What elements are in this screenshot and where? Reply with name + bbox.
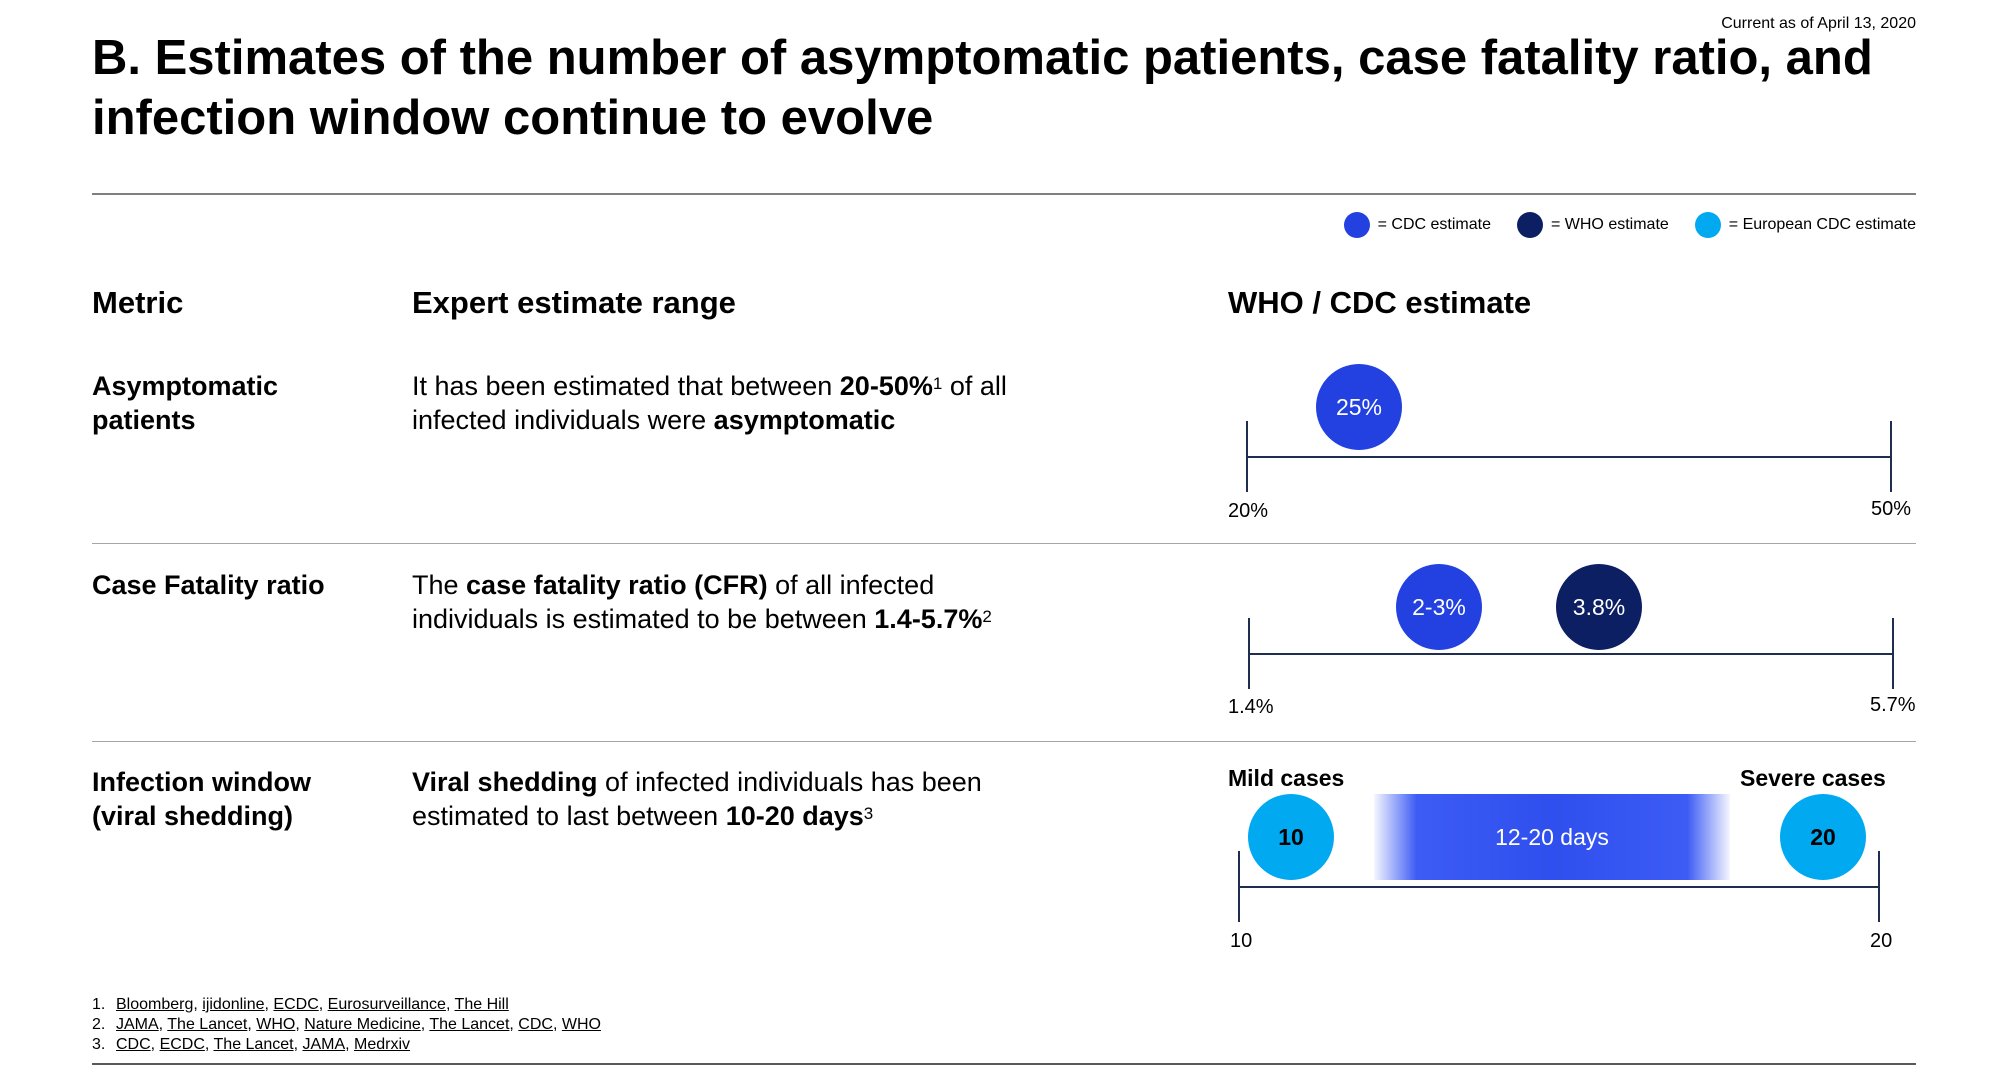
source-link[interactable]: Eurosurveillance [327, 996, 446, 1013]
axis-tick-left [1248, 618, 1250, 689]
cdc-estimate-bubble: 25% [1316, 364, 1402, 450]
range-label: 12-20 days [1495, 823, 1609, 850]
ecdc-dot-icon [1694, 212, 1721, 238]
source-link[interactable]: ECDC [273, 996, 319, 1013]
mild-cases-label: Mild cases [1228, 765, 1345, 791]
desc-bold: 10-20 days [725, 801, 864, 831]
axis-min-label: 20% [1228, 500, 1269, 522]
desc-infection-window: Viral shedding of infected individuals h… [412, 765, 1052, 833]
row-divider [92, 543, 1916, 544]
source-link[interactable]: The Lancet [213, 1036, 294, 1053]
page-title: B. Estimates of the number of asymptomat… [92, 31, 1873, 145]
legend-label-cdc: = CDC estimate [1377, 216, 1491, 233]
footnote-number: 2. [92, 1016, 106, 1033]
footnote-1: 1. Bloomberg, ijidonline, ECDC, Eurosurv… [92, 996, 509, 1013]
legend-item-ecdc: = European CDC estimate [1694, 212, 1916, 238]
column-header-estimate: WHO / CDC estimate [1228, 285, 1532, 320]
footnotes: 1. Bloomberg, ijidonline, ECDC, Eurosurv… [92, 995, 601, 1055]
source-link[interactable]: Medrxiv [354, 1036, 411, 1053]
who-dot-icon [1516, 212, 1543, 238]
footnote-number: 3. [92, 1036, 106, 1053]
metric-infection-window: Infection window (viral shedding) [92, 767, 311, 831]
desc-bold: Viral shedding [412, 767, 598, 797]
source-link[interactable]: The Hill [454, 996, 509, 1013]
bubble-label: 3.8% [1572, 593, 1626, 620]
source-link[interactable]: Nature Medicine [304, 1016, 421, 1033]
footer-divider [92, 1063, 1916, 1065]
axis-line-asymptomatic [1248, 456, 1890, 458]
axis-tick-right [1878, 851, 1880, 922]
bubble-label: 20 [1810, 823, 1836, 850]
source-link[interactable]: ijidonline [202, 996, 265, 1013]
footnote-number: 1. [92, 996, 106, 1013]
axis-line-infection-window [1240, 886, 1880, 888]
cdc-estimate-bubble: 2-3% [1396, 564, 1482, 650]
desc-text: The [412, 570, 467, 600]
bubble-label: 25% [1335, 393, 1383, 420]
legend-label-who: = WHO estimate [1550, 216, 1669, 233]
title-divider [92, 193, 1916, 195]
desc-text: It has been estimated that between [412, 371, 840, 401]
source-link[interactable]: JAMA [302, 1036, 346, 1053]
axis-min-label: 1.4% [1228, 696, 1274, 718]
severe-cases-label: Severe cases [1740, 765, 1886, 791]
source-link[interactable]: JAMA [116, 1016, 159, 1033]
source-link[interactable]: CDC [518, 1016, 553, 1033]
source-link[interactable]: WHO [256, 1016, 296, 1033]
column-header-range: Expert estimate range [412, 285, 736, 320]
legend-label-ecdc: = European CDC estimate [1728, 216, 1916, 233]
axis-max-label: 20 [1870, 930, 1893, 952]
desc-bold: asymptomatic [713, 405, 896, 435]
footnote-2: 2. JAMA, The Lancet, WHO, Nature Medicin… [92, 1016, 601, 1033]
footnote-ref: 3 [863, 804, 874, 823]
severe-cases-bubble: 20 [1780, 794, 1866, 880]
source-link[interactable]: The Lancet [429, 1016, 510, 1033]
who-estimate-bubble: 3.8% [1556, 564, 1642, 650]
desc-bold: 1.4-5.7% [874, 604, 983, 634]
metric-asymptomatic: Asymptomatic patients [92, 371, 279, 435]
desc-text: of all infected individuals is estimated… [412, 570, 935, 634]
axis-min-label: 10 [1230, 930, 1253, 952]
legend-item-cdc: = CDC estimate [1343, 212, 1491, 238]
source-link[interactable]: Bloomberg [116, 996, 194, 1013]
footnote-ref: 2 [982, 607, 992, 626]
footnote-ref: 1 [932, 374, 943, 393]
footnote-3: 3. CDC, ECDC, The Lancet, JAMA, Medrxiv [92, 1036, 411, 1053]
source-link[interactable]: WHO [561, 1016, 601, 1033]
source-link[interactable]: CDC [116, 1036, 151, 1053]
desc-asymptomatic: It has been estimated that between 20-50… [412, 369, 1052, 437]
bubble-label: 2-3% [1412, 593, 1466, 620]
axis-tick-left [1246, 421, 1248, 492]
source-link[interactable]: ECDC [159, 1036, 205, 1053]
mild-cases-bubble: 10 [1248, 794, 1334, 880]
axis-line-case-fatality [1250, 653, 1892, 655]
row-divider [92, 741, 1916, 742]
legend: = CDC estimate = WHO estimate = European… [1343, 212, 1916, 238]
desc-bold: 20-50% [839, 371, 933, 401]
axis-max-label: 5.7% [1870, 694, 1916, 716]
source-link[interactable]: The Lancet [167, 1016, 248, 1033]
range-bar-12-20-days: 12-20 days [1374, 794, 1730, 880]
metric-case-fatality: Case Fatality ratio [92, 570, 325, 600]
legend-item-who: = WHO estimate [1516, 212, 1669, 238]
desc-text: of infected individuals has been estimat… [412, 767, 982, 831]
axis-max-label: 50% [1871, 498, 1912, 520]
cdc-dot-icon [1343, 212, 1370, 238]
desc-case-fatality: The case fatality ratio (CFR) of all inf… [412, 568, 1052, 636]
desc-text: of all infected individuals were [412, 371, 1007, 435]
axis-tick-left [1238, 851, 1240, 922]
column-header-metric: Metric [92, 285, 184, 320]
bubble-label: 10 [1278, 823, 1304, 850]
desc-bold: case fatality ratio (CFR) [466, 570, 768, 600]
axis-tick-right [1890, 421, 1892, 492]
axis-tick-right [1892, 618, 1894, 689]
current-as-of-date: Current as of April 13, 2020 [1721, 15, 1916, 32]
